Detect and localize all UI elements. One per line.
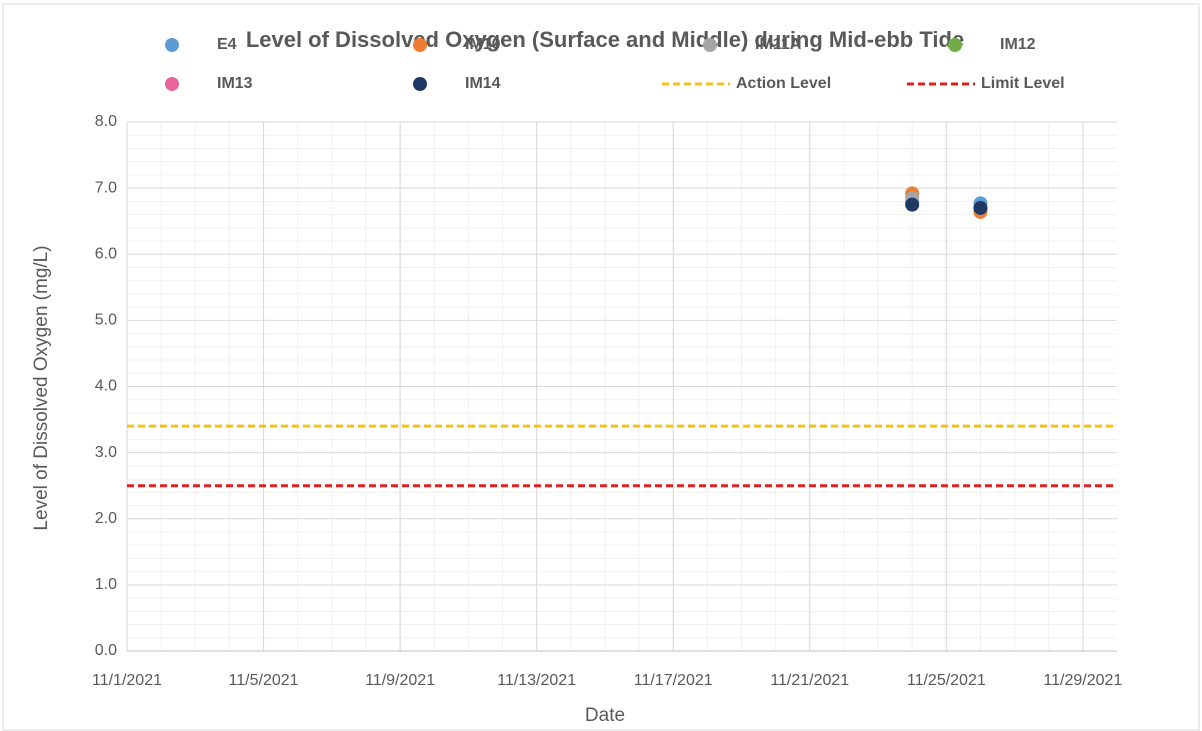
y-tick-label: 3.0 [95, 444, 117, 461]
x-axis-label: Date [585, 705, 625, 726]
legend-marker [165, 77, 179, 91]
y-tick-label: 1.0 [95, 576, 117, 593]
x-tick-label: 11/17/2021 [634, 672, 713, 689]
y-tick-label: 7.0 [95, 179, 117, 196]
y-tick-label: 2.0 [95, 510, 117, 527]
x-tick-label: 11/5/2021 [229, 672, 299, 689]
x-tick-label: 11/13/2021 [497, 672, 576, 689]
chart-title: Level of Dissolved Oxygen (Surface and M… [246, 27, 964, 52]
legend-label: IM13 [217, 75, 253, 92]
x-tick-label: 11/25/2021 [907, 672, 986, 689]
legend-marker [703, 38, 717, 52]
x-tick-label: 11/21/2021 [770, 672, 849, 689]
legend-marker [165, 38, 179, 52]
x-tick-label: 11/9/2021 [365, 672, 435, 689]
legend-label: Limit Level [981, 75, 1065, 92]
x-tick-label: 11/1/2021 [92, 672, 162, 689]
legend-label: Action Level [736, 75, 831, 92]
legend-label: IM11A [755, 36, 802, 53]
legend-marker [413, 38, 427, 52]
legend-label: E4 [217, 36, 237, 53]
x-tick-label: 11/29/2021 [1043, 672, 1122, 689]
y-tick-label: 5.0 [95, 312, 117, 329]
data-point [973, 200, 988, 215]
legend-label: IM12 [1000, 36, 1036, 53]
legend-marker [948, 38, 962, 52]
y-tick-label: 8.0 [95, 113, 117, 130]
legend-label: IM10 [465, 36, 501, 53]
chart-frame [2, 3, 1200, 731]
legend-label: IM14 [465, 75, 501, 92]
legend-marker [413, 77, 427, 91]
y-tick-label: 6.0 [95, 245, 117, 262]
y-tick-label: 0.0 [95, 642, 117, 659]
y-tick-label: 4.0 [95, 378, 117, 395]
data-point [905, 197, 920, 212]
y-axis-label: Level of Dissolved Oxygen (mg/L) [31, 245, 52, 530]
